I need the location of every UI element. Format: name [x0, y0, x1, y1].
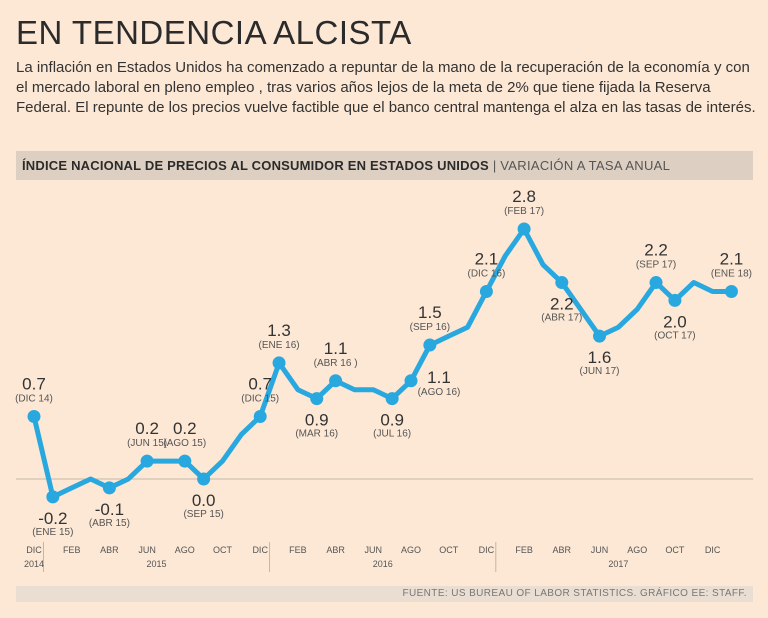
data-label-value: 0.2 [173, 419, 197, 438]
data-label-value: 1.1 [324, 339, 348, 358]
x-tick-label: AGO [627, 545, 647, 555]
chart-header-band: ÍNDICE NACIONAL DE PRECIOS AL CONSUMIDOR… [16, 151, 753, 180]
data-point-9 [197, 472, 211, 486]
data-point-24 [479, 284, 493, 298]
x-tick-label: FEB [63, 545, 81, 555]
data-point-21 [423, 338, 437, 352]
data-label-month: (DIC 15) [241, 393, 279, 404]
data-label-value: -0.2 [38, 509, 67, 528]
x-tick-label: FEB [289, 545, 307, 555]
data-label-value: 0.7 [248, 374, 272, 393]
x-tick-label: DIC [252, 545, 268, 555]
x-tick-label: ABR [553, 545, 572, 555]
data-label-value: 1.1 [427, 368, 451, 387]
data-point-13 [272, 356, 286, 370]
x-tick-label: JUN [138, 545, 156, 555]
x-tick-label: ABR [100, 545, 119, 555]
series-line [31, 226, 734, 500]
data-label-month: (SEP 16) [410, 322, 450, 333]
x-tick-label: OCT [665, 545, 685, 555]
x-year-label: 2017 [608, 559, 628, 569]
x-tick-label: DIC [705, 545, 721, 555]
data-point-33 [649, 276, 663, 290]
data-label-month: (ABR 15) [89, 518, 130, 529]
chart-subtitle: VARIACIÓN A TASA ANUAL [500, 158, 671, 173]
data-point-4 [102, 481, 116, 495]
data-label-value: 2.2 [550, 295, 574, 314]
x-tick-label: OCT [439, 545, 459, 555]
x-tick-label: DIC [26, 545, 42, 555]
x-tick-label: OCT [213, 545, 233, 555]
data-label-value: 0.9 [305, 411, 329, 430]
data-point-8 [178, 454, 192, 468]
data-label-month: (ENE 18) [711, 268, 752, 279]
chart-header-separator: | [492, 158, 497, 173]
data-point-19 [385, 392, 399, 406]
data-label-month: (ENE 15) [32, 527, 73, 538]
data-label-value: -0.1 [95, 500, 124, 519]
x-tick-label: FEB [515, 545, 533, 555]
data-label-value: 2.2 [644, 241, 668, 260]
data-label-value: 2.1 [475, 249, 499, 268]
data-point-6 [140, 454, 154, 468]
data-label-value: 0.9 [380, 411, 404, 430]
data-label-value: 0.0 [192, 491, 216, 510]
chart-title: ÍNDICE NACIONAL DE PRECIOS AL CONSUMIDOR… [22, 158, 489, 173]
page-title: EN TENDENCIA ALCISTA [16, 14, 412, 51]
data-point-28 [555, 276, 569, 290]
source-band: FUENTE: US BUREAU OF LABOR STATISTICS. G… [16, 586, 753, 602]
data-point-16 [329, 374, 343, 388]
data-label-month: (OCT 17) [654, 330, 696, 341]
data-point-30 [593, 329, 606, 343]
data-label-value: 1.3 [267, 321, 291, 340]
x-tick-label: JUN [591, 545, 609, 555]
data-label-month: (ABR 16 ) [314, 358, 358, 369]
data-label-value: 0.7 [22, 374, 46, 393]
data-label-month: (ABR 17) [541, 313, 582, 324]
data-point-1 [46, 490, 60, 504]
x-tick-label: AGO [401, 545, 421, 555]
data-label-month: (SEP 17) [636, 260, 676, 271]
data-point-20 [404, 374, 418, 388]
data-label-value: 0.2 [135, 419, 159, 438]
data-label-month: (AGO 15) [163, 438, 206, 449]
data-label-value: 2.8 [512, 187, 536, 206]
data-label-month: (JUL 16) [373, 429, 411, 440]
data-label-month: (MAR 16) [295, 429, 338, 440]
lead-paragraph: La inflación en Estados Unidos ha comenz… [16, 59, 756, 116]
data-label-month: (JUN 17) [579, 366, 619, 377]
data-point-12 [253, 409, 267, 423]
x-year-label: 2014 [24, 559, 44, 569]
data-label-value: 1.5 [418, 303, 442, 322]
x-tick-label: DIC [479, 545, 495, 555]
x-year-label: 2016 [373, 559, 393, 569]
data-point-34 [668, 293, 682, 307]
data-point-26 [517, 222, 531, 236]
x-year-label: 2015 [147, 559, 167, 569]
data-label-month: (JUN 15) [127, 438, 167, 449]
x-tick-label: JUN [365, 545, 383, 555]
data-label-value: 2.1 [720, 249, 744, 268]
x-tick-label: ABR [326, 545, 345, 555]
data-label-month: (DIC 16) [468, 268, 506, 279]
data-label-month: (SEP 15) [183, 509, 223, 520]
data-label-month: (AGO 16) [418, 387, 461, 398]
data-label-month: (ENE 16) [258, 340, 299, 351]
data-label-month: (DIC 14) [15, 393, 53, 404]
data-point-0 [27, 409, 41, 423]
source-note: FUENTE: US BUREAU OF LABOR STATISTICS. G… [402, 588, 747, 599]
data-point-15 [310, 392, 324, 406]
data-label-value: 1.6 [588, 348, 612, 367]
data-label-month: (FEB 17) [504, 206, 544, 217]
data-point-37 [724, 284, 738, 298]
data-label-value: 2.0 [663, 312, 687, 331]
x-tick-label: AGO [175, 545, 195, 555]
